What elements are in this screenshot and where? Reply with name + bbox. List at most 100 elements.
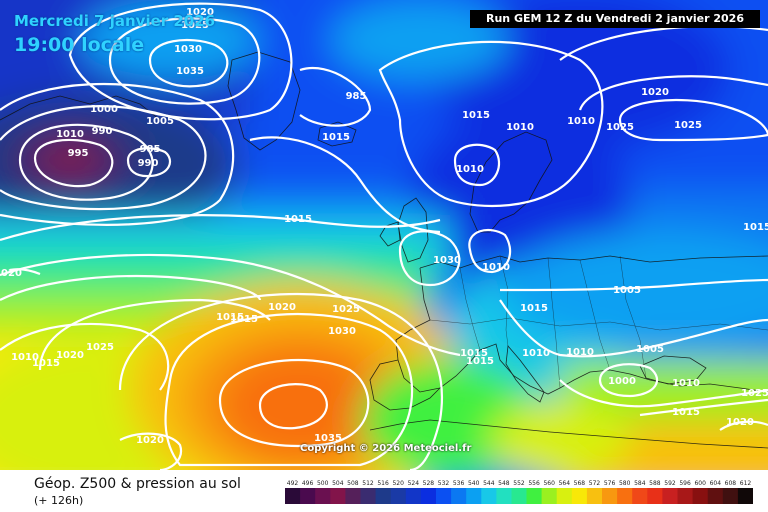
isobar-label: 1015 [743,222,768,233]
isobar-label: 1025 [606,122,634,133]
isobar-label: 1015 [322,132,350,143]
isobar-label: 1025 [674,120,702,131]
legend-swatch [496,488,512,504]
legend-swatch [436,488,452,504]
legend-value: 580 [619,480,631,487]
isobar-label: 1010 [672,378,700,389]
legend-swatch [556,488,573,504]
valid-date: Mercredi 7 janvier 2026 [14,12,216,30]
legend-swatch [481,488,497,504]
isobar-label: 1010 [11,352,39,363]
run-info: Run GEM 12 Z du Vendredi 2 janvier 2026 [470,10,760,28]
legend-value: 588 [649,480,661,487]
legend-value: 540 [468,480,480,487]
isobar-label: 1020 [0,268,22,279]
legend-swatch [602,488,618,504]
legend-value: 520 [392,480,404,487]
isobar-label: 1010 [567,116,595,127]
legend-swatch [390,488,407,504]
legend-swatch [451,488,467,504]
isobar-label: 990 [138,158,159,169]
isobar-label: 1035 [314,433,342,444]
legend-value: 492 [287,480,299,487]
legend-swatch [617,488,633,504]
legend-swatch [360,488,376,504]
isobar-label: 1030 [433,255,461,266]
legend-value: 552 [513,480,525,487]
isobar-label: 1020 [136,435,164,446]
isobar-label: 985 [346,91,367,102]
isobar-label: 990 [92,126,113,137]
legend-swatch [662,488,678,504]
isobar-label: 1030 [174,44,202,55]
legend-value: 524 [408,480,420,487]
legend-value: 500 [317,480,329,487]
isobar-label: 985 [140,144,161,155]
legend-value: 564 [559,480,571,487]
legend-swatch [692,488,709,504]
legend-value: 584 [634,480,646,487]
isobar-label: 1025 [86,342,114,353]
isobar-label: 1010 [482,262,510,273]
legend-swatch [707,488,724,504]
isobar-label: 1015 [520,303,548,314]
geopotential-field [0,0,768,470]
isobar-label: 1015 [284,214,312,225]
legend-value: 568 [574,480,586,487]
legend-swatch [541,488,558,504]
legend-swatch [405,488,422,504]
isobar-label: 1005 [146,116,174,127]
legend-swatch [632,488,648,504]
legend-swatch [511,488,527,504]
isobar-label: 1015 [466,356,494,367]
copyright-notice: Copyright © 2026 Meteociel.fr [300,443,472,454]
isobar-label: 1020 [268,302,296,313]
legend-value: 572 [589,480,601,487]
isobar-label: 1020 [641,87,669,98]
legend-swatch [677,488,693,504]
legend-value: 596 [679,480,691,487]
isobar-label: 1035 [176,66,204,77]
legend-swatch [586,488,603,504]
field-title: Géop. Z500 & pression au sol [34,476,241,492]
isobar-label: 1010 [506,122,534,133]
isobar-label: 1005 [613,285,641,296]
isobar-label: 1020 [186,7,214,18]
isobar-label: 1020 [56,350,84,361]
legend-swatch [647,488,663,504]
legend-value: 512 [362,480,374,487]
isobar-label: 1015 [230,314,258,325]
legend-value: 516 [377,480,389,487]
legend-swatch [375,488,392,504]
legend-value: 548 [498,480,510,487]
legend-value: 576 [604,480,616,487]
legend-swatch [345,488,361,504]
legend-swatch [300,488,316,504]
legend-value: 532 [438,480,450,487]
legend-value: 600 [694,480,706,487]
coastlines [0,51,768,449]
legend-value: 544 [483,480,495,487]
isobar-label: 1000 [608,376,636,387]
isobar-label: 1025 [332,304,360,315]
legend-value: 608 [725,480,737,487]
legend-swatch [330,488,346,504]
legend-value: 612 [740,480,752,487]
color-scale-legend: 492 496 500 504 508 512 516 520 524 528 532 536 540 5… [285,480,753,504]
isobar-label: 1025 [741,388,768,399]
legend-value: 592 [664,480,676,487]
isobar-label: 1015 [216,312,244,323]
legend-swatch [722,488,739,504]
isobar-label: 1010 [56,129,84,140]
lead-time: (+ 126h) [34,494,84,507]
legend-swatch [315,488,331,504]
legend-swatch [466,488,482,504]
legend-value: 536 [453,480,465,487]
isobar-label: 1025 [181,20,209,31]
isobars [0,2,768,470]
isobar-label: 1020 [726,417,754,428]
isobar-label: 1015 [32,358,60,369]
isobar-label: 1015 [462,110,490,121]
